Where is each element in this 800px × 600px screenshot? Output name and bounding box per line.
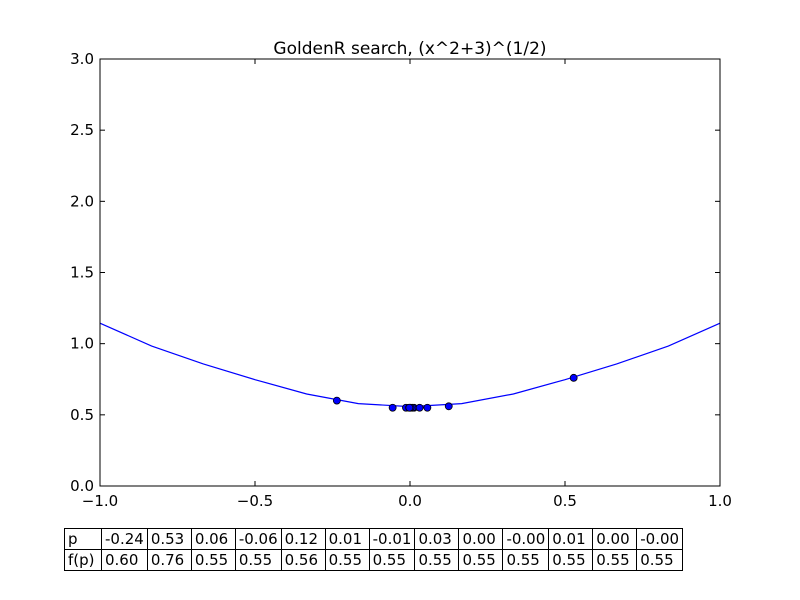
x-tick-label: −0.5 — [237, 492, 273, 510]
table-cell-fp: 0.55 — [190, 549, 236, 571]
y-tick-label: 3.0 — [70, 50, 94, 68]
chart-title: GoldenR search, (x^2+3)^(1/2) — [273, 39, 546, 59]
table-cell-fp: 0.55 — [414, 549, 460, 571]
table-cell-p: 0.01 — [548, 528, 594, 550]
table-row: f(p) 0.60 0.76 0.55 0.55 0.56 0.55 0.55 0.55 0.5… — [64, 549, 684, 571]
table-cell-p: 0.03 — [414, 528, 460, 550]
y-tick-label: 1.0 — [70, 335, 94, 353]
data-table: p -0.24 0.53 0.06 -0.06 0.12 0.01 -0.01 0.03 0.0… — [64, 528, 684, 571]
y-tick-label: 2.0 — [70, 192, 94, 210]
row-label: p — [64, 528, 102, 550]
search-point — [332, 396, 341, 405]
chart-plot: GoldenR search, (x^2+3)^(1/2) −1.0 −0.5 0.… — [70, 39, 732, 510]
y-tick-label: 0.0 — [70, 477, 94, 495]
plot-frame — [99, 58, 721, 487]
table-cell-fp: 0.55 — [636, 549, 684, 571]
x-tick-label: −1.0 — [82, 492, 118, 510]
x-tick-label: 1.0 — [708, 492, 732, 510]
table-cell-fp: 0.55 — [234, 549, 282, 571]
table-cell-p: 0.00 — [458, 528, 504, 550]
table-cell-fp: 0.55 — [502, 549, 550, 571]
y-tick-label: 0.5 — [70, 406, 94, 424]
table-row: p -0.24 0.53 0.06 -0.06 0.12 0.01 -0.01 0.03 0.0… — [64, 528, 684, 550]
table-cell-p: 0.53 — [146, 528, 192, 550]
search-point — [569, 373, 578, 382]
search-point — [444, 402, 453, 411]
table-cell-fp: 0.56 — [280, 549, 326, 571]
table-cell-fp: 0.55 — [592, 549, 638, 571]
table-cell-p: -0.00 — [636, 528, 684, 550]
row-label: f(p) — [64, 549, 102, 571]
table-cell-fp: 0.55 — [324, 549, 370, 571]
x-tick-label: 0.5 — [553, 492, 577, 510]
table-cell-p: 0.01 — [324, 528, 370, 550]
search-point — [415, 403, 424, 412]
table-cell-fp: 0.60 — [101, 549, 148, 571]
table-cell-p: 0.06 — [190, 528, 236, 550]
table-cell-p: -0.24 — [101, 528, 148, 550]
y-tick-label: 2.5 — [70, 121, 94, 139]
y-tick-label: 1.5 — [70, 264, 94, 282]
table-cell-fp: 0.76 — [146, 549, 192, 571]
table-cell-fp: 0.55 — [548, 549, 594, 571]
search-point — [388, 403, 397, 412]
search-point — [423, 403, 432, 412]
function-curve — [99, 322, 721, 408]
table-cell-p: -0.06 — [234, 528, 282, 550]
x-tick-label: 0.0 — [398, 492, 422, 510]
table-cell-fp: 0.55 — [458, 549, 504, 571]
table-cell-p: 0.00 — [592, 528, 638, 550]
table-cell-p: -0.01 — [368, 528, 416, 550]
search-point — [405, 403, 414, 412]
table-cell-p: -0.00 — [502, 528, 550, 550]
table-cell-p: 0.12 — [280, 528, 326, 550]
table-cell-fp: 0.55 — [368, 549, 416, 571]
